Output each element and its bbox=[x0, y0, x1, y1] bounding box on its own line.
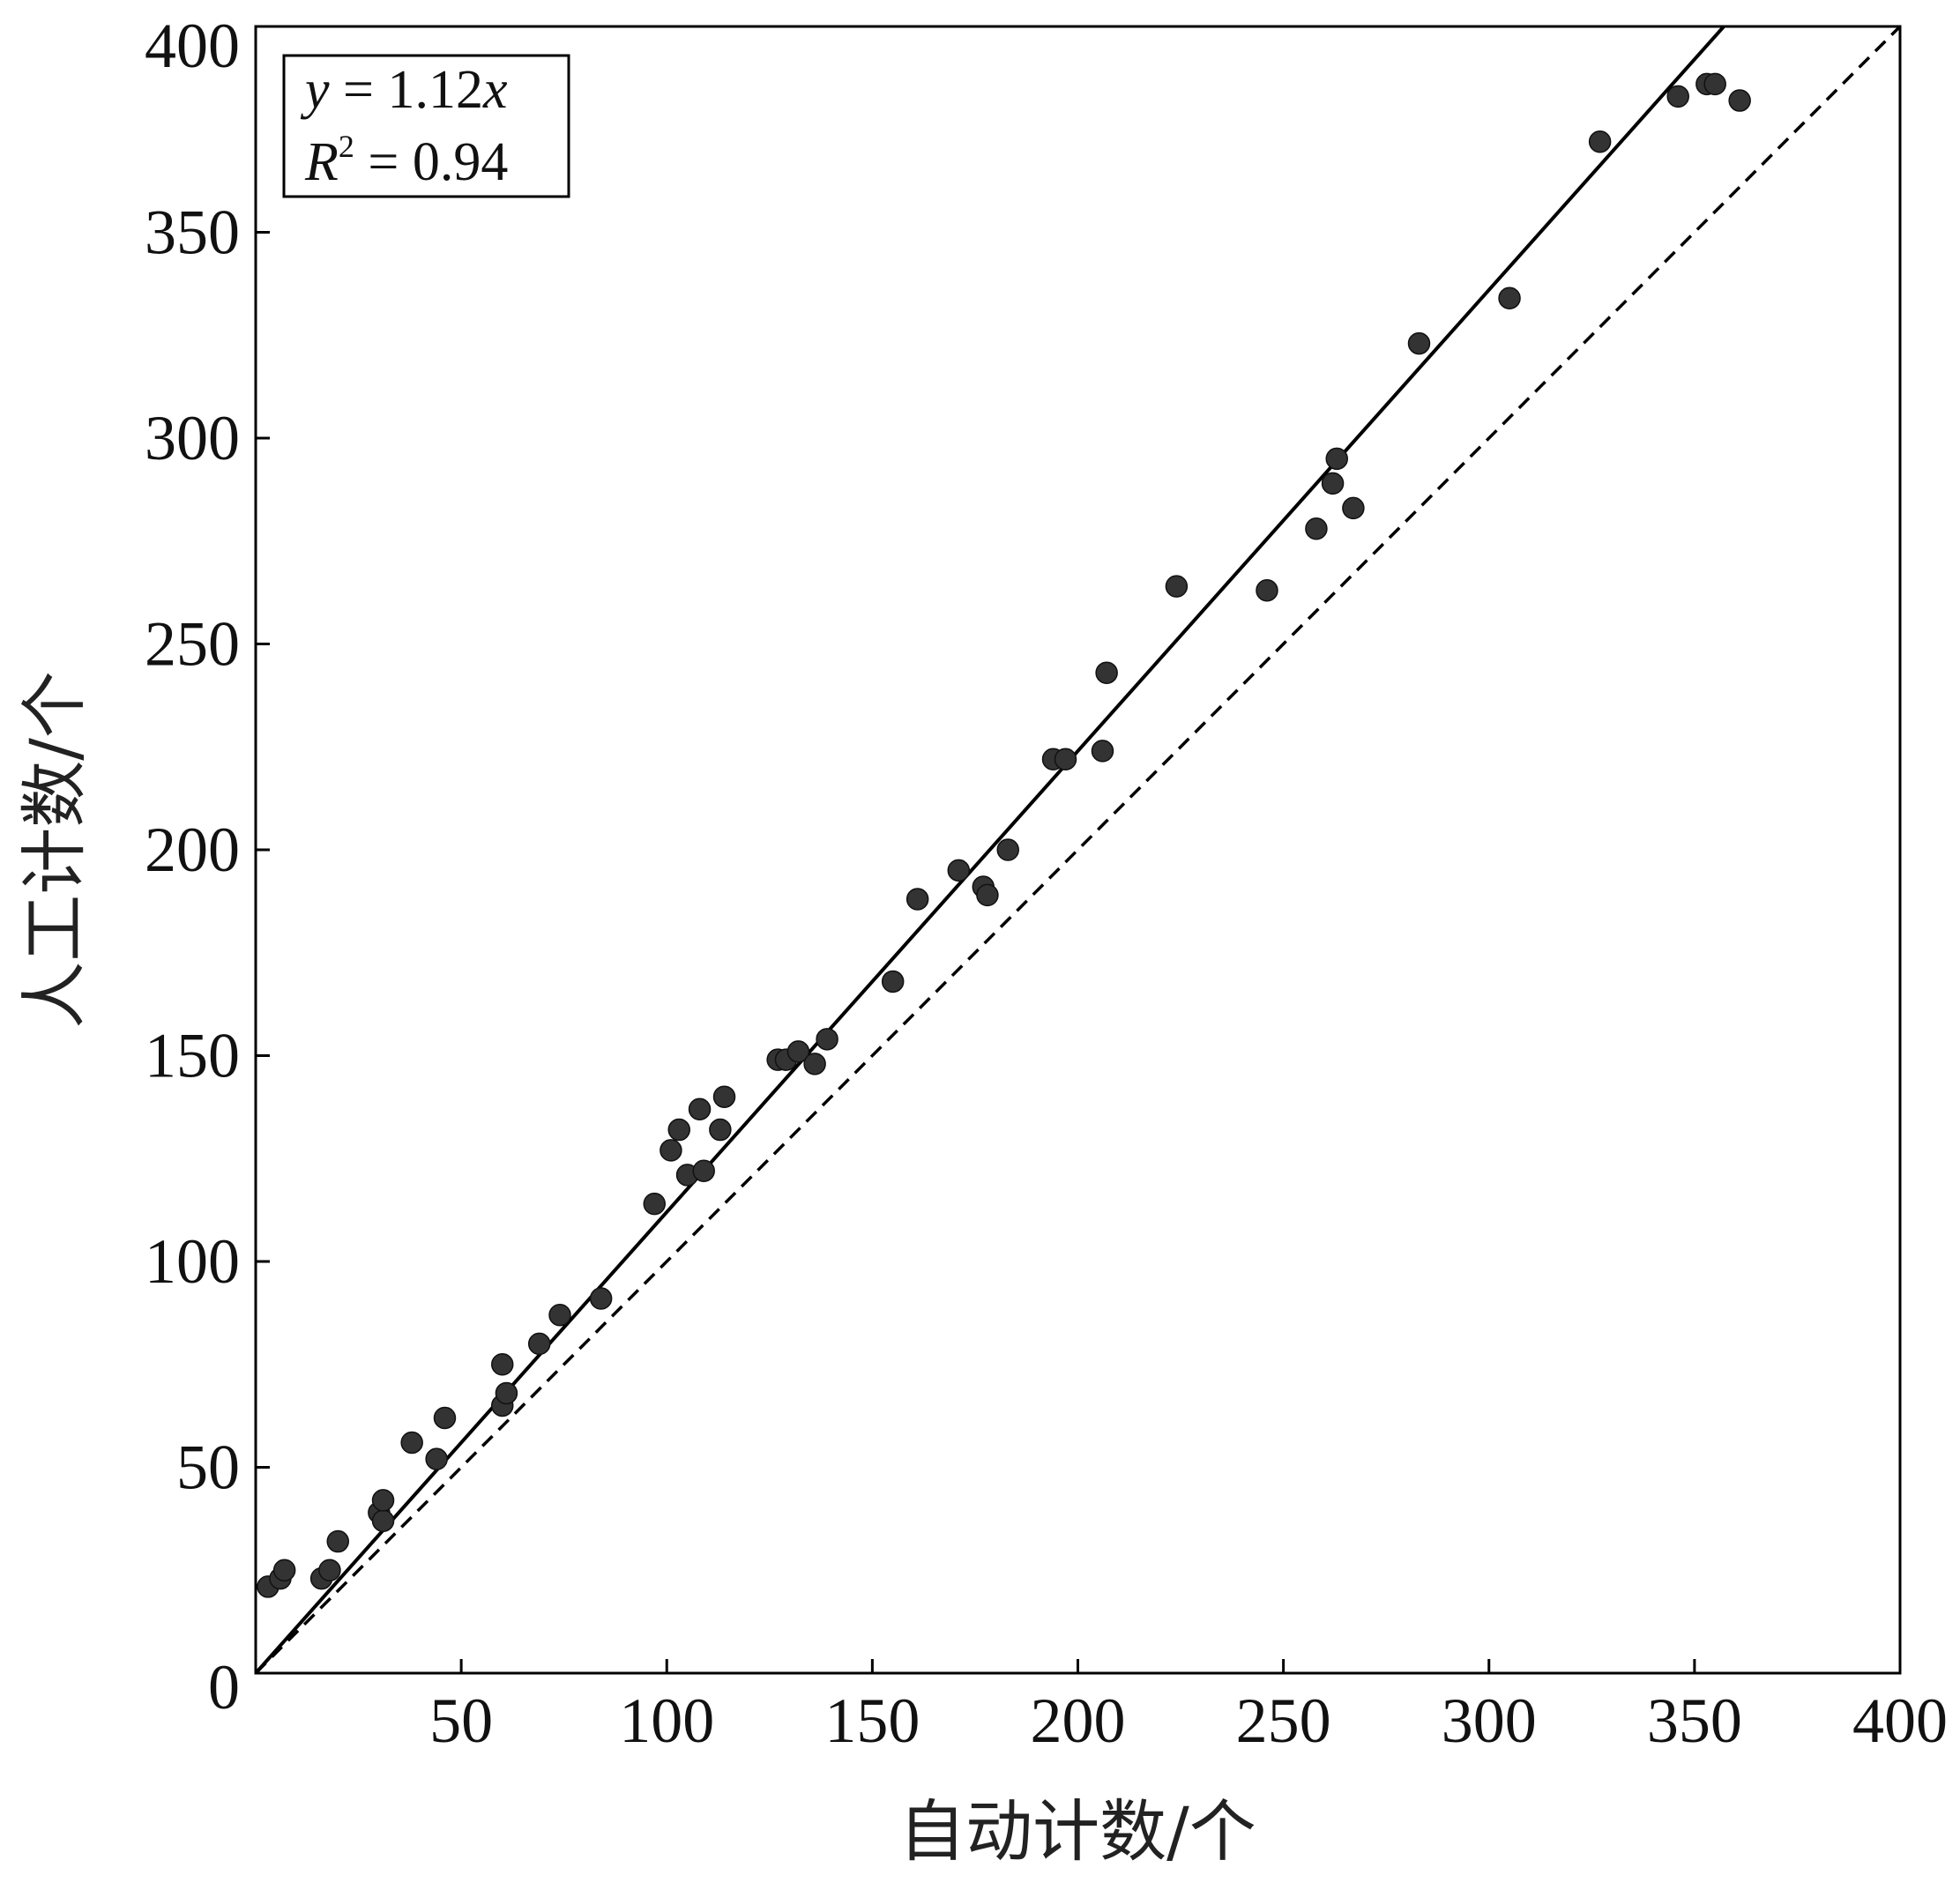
points-layer bbox=[257, 72, 1751, 1598]
y-tick-label: 0 bbox=[208, 1652, 240, 1723]
data-point bbox=[1305, 517, 1328, 540]
y-axis-title: 人工计数/个 bbox=[15, 671, 93, 1029]
fit-annotation: y = 1.12x R2 = 0.94 bbox=[282, 54, 570, 198]
x-tick-label: 100 bbox=[619, 1685, 714, 1756]
data-point bbox=[1666, 85, 1689, 108]
x-tick-label: 150 bbox=[824, 1685, 920, 1756]
data-point bbox=[816, 1028, 838, 1051]
y-tick-label: 250 bbox=[145, 609, 240, 680]
x-axis-title: 自动计数/个 bbox=[898, 1792, 1256, 1871]
r2-superscript: 2 bbox=[339, 129, 354, 164]
data-point bbox=[1165, 575, 1189, 598]
data-point bbox=[272, 1559, 296, 1581]
lines-layer bbox=[256, 26, 1900, 1673]
data-point bbox=[1095, 661, 1118, 684]
x-tick-label: 400 bbox=[1852, 1685, 1948, 1756]
data-point bbox=[643, 1192, 667, 1216]
r2-rhs: = 0.94 bbox=[354, 132, 508, 192]
data-point bbox=[318, 1559, 341, 1581]
equation-var-x: x bbox=[482, 60, 508, 120]
data-point bbox=[786, 1040, 810, 1063]
data-point bbox=[371, 1509, 395, 1532]
data-point bbox=[692, 1159, 715, 1183]
data-point bbox=[1588, 130, 1612, 153]
y-tick-label: 150 bbox=[145, 1021, 240, 1091]
x-tick-label: 50 bbox=[429, 1685, 493, 1756]
data-point bbox=[326, 1529, 349, 1553]
y-tick-label: 200 bbox=[145, 815, 240, 885]
data-point bbox=[425, 1447, 448, 1470]
data-point bbox=[1091, 740, 1114, 763]
data-point bbox=[905, 888, 929, 911]
data-point bbox=[712, 1085, 736, 1108]
reference-line-1to1 bbox=[256, 26, 1900, 1673]
data-point bbox=[433, 1406, 457, 1430]
data-point bbox=[996, 838, 1019, 861]
data-point bbox=[548, 1303, 571, 1327]
data-point bbox=[527, 1332, 551, 1356]
r-squared-label: R2 = 0.94 bbox=[304, 129, 508, 192]
data-point bbox=[1407, 331, 1431, 355]
data-point bbox=[1325, 447, 1348, 471]
x-tick-label: 250 bbox=[1236, 1685, 1331, 1756]
data-point bbox=[1703, 72, 1726, 96]
data-point bbox=[881, 970, 905, 993]
data-point bbox=[589, 1287, 613, 1310]
data-point bbox=[803, 1053, 826, 1075]
data-point bbox=[947, 859, 971, 882]
r2-var: R bbox=[304, 132, 339, 192]
y-tick-label: 100 bbox=[145, 1226, 240, 1297]
equation-var-y: y bbox=[300, 60, 330, 120]
data-point bbox=[976, 883, 999, 907]
data-point bbox=[1321, 472, 1345, 495]
data-point bbox=[709, 1118, 732, 1142]
fit-line bbox=[256, 26, 1726, 1673]
data-point bbox=[1256, 579, 1278, 602]
y-tick-label: 300 bbox=[145, 403, 240, 473]
annotation-box bbox=[282, 54, 570, 198]
x-tick-label: 350 bbox=[1647, 1685, 1742, 1756]
x-tick-label: 300 bbox=[1442, 1685, 1537, 1756]
data-point bbox=[371, 1489, 395, 1512]
ticks-layer: 50 100 150 200 250 300 350 400 0 50 100 150 200 250 30… bbox=[145, 11, 1948, 1756]
y-tick-label: 350 bbox=[145, 197, 240, 268]
x-tick-label: 200 bbox=[1031, 1685, 1126, 1756]
data-point bbox=[495, 1381, 518, 1405]
data-point bbox=[1498, 286, 1521, 309]
data-point bbox=[400, 1431, 423, 1455]
data-point bbox=[1054, 748, 1077, 771]
data-point bbox=[491, 1353, 514, 1376]
equation-rhs: = 1.12 bbox=[330, 60, 483, 120]
y-tick-label: 400 bbox=[145, 11, 240, 81]
y-tick-label: 50 bbox=[176, 1432, 240, 1503]
equation-label: y = 1.12x bbox=[300, 60, 508, 120]
data-point bbox=[1342, 496, 1365, 520]
data-point bbox=[660, 1139, 682, 1162]
data-point bbox=[1728, 89, 1751, 112]
data-point bbox=[667, 1118, 690, 1142]
data-point bbox=[688, 1098, 712, 1120]
